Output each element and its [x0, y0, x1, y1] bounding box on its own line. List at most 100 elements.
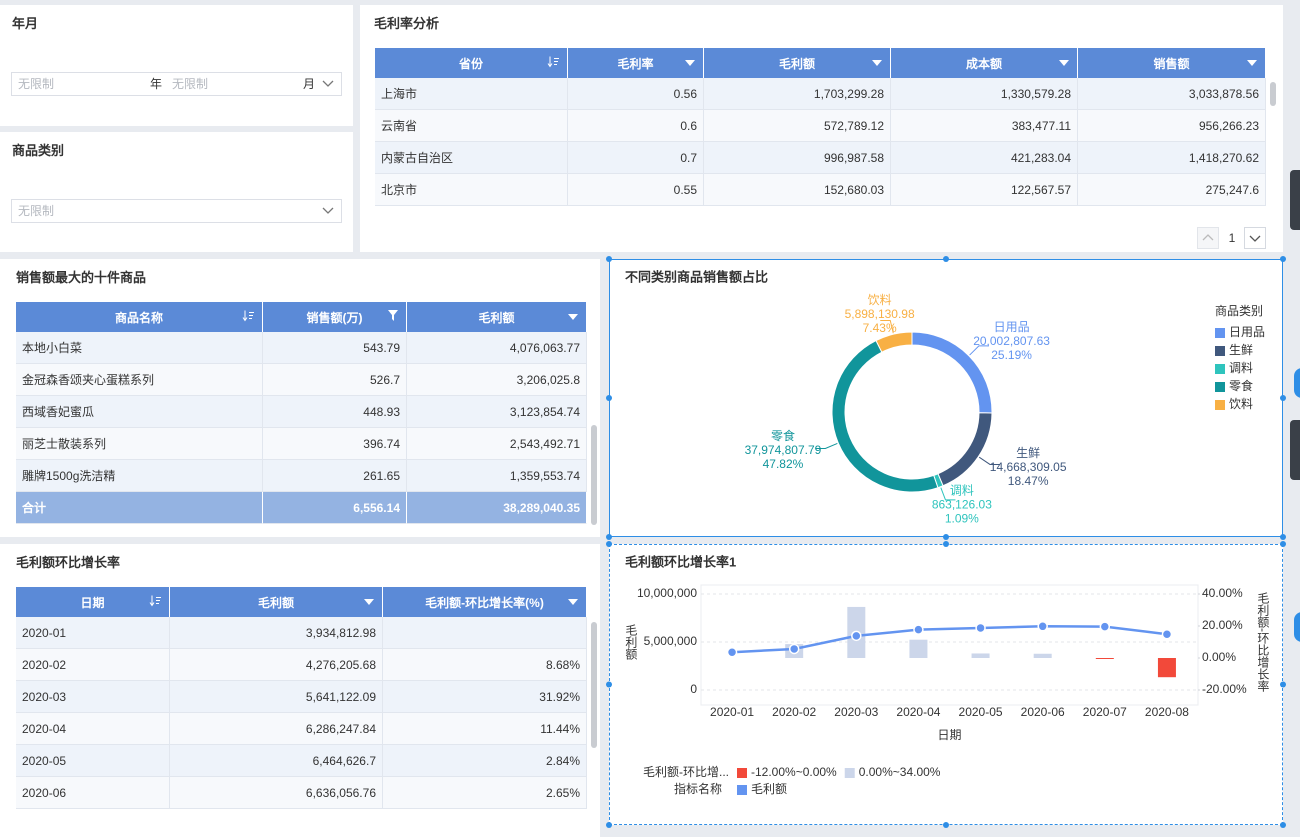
- cell-text: 2020-03: [22, 689, 67, 704]
- header-cell: 毛利额: [407, 302, 587, 332]
- table-cell: 0.55: [568, 174, 704, 206]
- side-tab[interactable]: [1290, 170, 1300, 230]
- tri-icon[interactable]: [364, 599, 374, 605]
- table-row: 本地小白菜 543.79 4,076,063.77: [16, 332, 587, 364]
- top-products-panel: 销售额最大的十件商品 商品名称 销售额(万) 毛利额 本地小白菜 543.79 4,076…: [0, 259, 600, 537]
- sort-glyph: [242, 310, 254, 322]
- table-cell: 1,703,299.28: [704, 78, 891, 110]
- monthly-panel: 毛利额环比增长率 日期 毛利额 毛利额-环比增长率(%) 2020-01 3,934,8…: [0, 544, 600, 837]
- cell-text: 丽芝士散装系列: [22, 437, 107, 451]
- side-tab[interactable]: [1290, 420, 1300, 480]
- header-cell: 销售额: [1078, 48, 1266, 78]
- tri-icon[interactable]: [872, 60, 882, 66]
- cell-text: 448.93: [363, 404, 400, 419]
- tri-icon[interactable]: [568, 599, 578, 605]
- table-cell: 2.65%: [383, 777, 587, 809]
- cell-text: 0.7: [680, 150, 697, 165]
- year-month-input[interactable]: 无限制 年 无限制 月: [11, 72, 342, 96]
- table-row: 西域香妃蜜瓜 448.93 3,123,854.74: [16, 396, 587, 428]
- sort-glyph: [547, 56, 559, 68]
- tri-icon[interactable]: [568, 314, 578, 320]
- table-cell: 261.65: [263, 460, 407, 492]
- table-cell: 38,289,040.35: [407, 492, 587, 524]
- table-cell: 396.74: [263, 428, 407, 460]
- cell-text: 2.65%: [545, 785, 580, 800]
- sort-icon[interactable]: [242, 310, 254, 325]
- table-cell: 1,418,270.62: [1078, 142, 1266, 174]
- data-table: 商品名称 销售额(万) 毛利额 本地小白菜 543.79 4,076,063.77 金冠森香…: [16, 302, 587, 528]
- cell-text: 1,330,579.28: [1000, 86, 1071, 101]
- cell-text: 0.55: [673, 182, 697, 197]
- cell-text: 8.68%: [545, 657, 580, 672]
- scrollbar[interactable]: [591, 425, 597, 525]
- sort-glyph: [149, 595, 161, 607]
- cell-text: 3,934,812.98: [305, 625, 376, 640]
- category-select[interactable]: 无限制: [11, 199, 342, 223]
- cell-text: 雕牌1500g洗洁精: [22, 469, 116, 483]
- cell-text: 956,266.23: [1198, 118, 1259, 133]
- page-prev[interactable]: [1197, 227, 1219, 249]
- table-row: 合计 6,556.14 38,289,040.35: [16, 492, 587, 524]
- dropdown-arrow[interactable]: [321, 205, 335, 217]
- scrollbar[interactable]: [1270, 82, 1276, 106]
- table-cell: 3,934,812.98: [170, 617, 383, 649]
- scrollbar[interactable]: [591, 622, 597, 748]
- combo-panel: [609, 544, 1283, 825]
- table-cell: 2020-02: [16, 649, 170, 681]
- cell-text: 上海市: [381, 87, 418, 101]
- cell-text: 421,283.04: [1010, 150, 1071, 165]
- tri-icon[interactable]: [685, 60, 695, 66]
- tri-icon[interactable]: [1059, 60, 1069, 66]
- table-cell: 421,283.04: [891, 142, 1078, 174]
- cell-text: 4,076,063.77: [509, 340, 580, 355]
- header-text: 毛利额-环比增长率(%): [425, 595, 544, 610]
- cell-text: 526.7: [369, 372, 400, 387]
- cell-text: 3,033,878.56: [1188, 86, 1259, 101]
- cell-text: 3,123,854.74: [509, 404, 580, 419]
- table-cell: 0.6: [568, 110, 704, 142]
- header-cell: 毛利额-环比增长率(%): [383, 587, 587, 617]
- cell-text: 5,641,122.09: [305, 689, 376, 704]
- year-unit: 年: [150, 77, 163, 91]
- table-cell: 2020-03: [16, 681, 170, 713]
- table-cell: 1,359,553.74: [407, 460, 587, 492]
- cell-text: 6,286,247.84: [305, 721, 376, 736]
- table-cell: 2020-06: [16, 777, 170, 809]
- table-cell: 6,464,626.7: [170, 745, 383, 777]
- side-handle[interactable]: [1294, 612, 1300, 642]
- table-cell: 2020-01: [16, 617, 170, 649]
- header-text: 日期: [80, 595, 105, 610]
- table-cell: 3,206,025.8: [407, 364, 587, 396]
- table-cell: 合计: [16, 492, 263, 524]
- header-cell: 毛利额: [704, 48, 891, 78]
- sort-icon[interactable]: [149, 595, 161, 610]
- cell-text: 1,359,553.74: [509, 468, 580, 483]
- page-next[interactable]: [1244, 227, 1266, 249]
- cell-text: 261.65: [363, 468, 400, 483]
- header-text: 省份: [458, 56, 483, 71]
- table-cell: 西域香妃蜜瓜: [16, 396, 263, 428]
- side-handle[interactable]: [1294, 368, 1300, 398]
- table-header: 商品名称 销售额(万) 毛利额: [16, 302, 587, 332]
- table-cell: 572,789.12: [704, 110, 891, 142]
- gross-margin-panel: 毛利率分析 1 省份 毛利率 毛利额 成本额 销售额 上海市 0.56 1,703,299.2…: [360, 5, 1283, 252]
- table-cell: 丽芝士散装系列: [16, 428, 263, 460]
- table-cell: 2020-04: [16, 713, 170, 745]
- header-text: 毛利率: [617, 56, 654, 71]
- table-row: 2020-02 4,276,205.68 8.68%: [16, 649, 587, 681]
- table-cell: 8.68%: [383, 649, 587, 681]
- filter-icon[interactable]: [388, 310, 398, 324]
- table-row: 丽芝士散装系列 396.74 2,543,492.71: [16, 428, 587, 460]
- table-row: 北京市 0.55 152,680.03 122,567.57 275,247.6: [375, 174, 1266, 206]
- header-text: 毛利额: [257, 595, 294, 610]
- table-cell: 4,276,205.68: [170, 649, 383, 681]
- table-cell: 4,076,063.77: [407, 332, 587, 364]
- cell-text: 31.92%: [539, 689, 580, 704]
- month-placeholder: 无限制: [172, 77, 209, 91]
- dropdown-arrow[interactable]: [321, 78, 335, 90]
- cell-text: 1,418,270.62: [1188, 150, 1259, 165]
- tri-icon[interactable]: [1247, 60, 1257, 66]
- data-table: 省份 毛利率 毛利额 成本额 销售额 上海市 0.56 1,703,299.28 1,330,5…: [375, 48, 1266, 212]
- panel-title: 销售额最大的十件商品: [16, 270, 147, 285]
- sort-icon[interactable]: [547, 56, 559, 71]
